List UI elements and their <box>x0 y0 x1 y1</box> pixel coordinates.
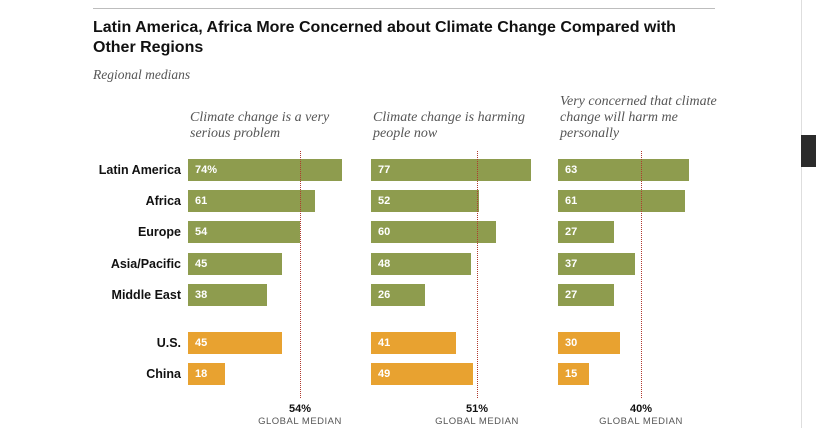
bar-value-label: 54 <box>195 226 208 238</box>
bar <box>371 221 496 243</box>
bar-value-label: 45 <box>195 258 208 270</box>
bar-value-label: 26 <box>378 289 391 301</box>
side-tab[interactable] <box>801 135 816 167</box>
category-label: Middle East <box>111 288 181 302</box>
category-label: Europe <box>137 225 181 239</box>
category-label: Latin America <box>98 163 181 177</box>
bar <box>558 284 614 306</box>
global-median-value: 54% <box>288 403 312 415</box>
global-median-value: 51% <box>465 403 489 415</box>
global-median-value: 40% <box>629 403 653 415</box>
bar <box>188 253 282 275</box>
bar <box>371 284 425 306</box>
bar-value-label: 27 <box>565 226 578 238</box>
bar <box>188 190 315 212</box>
bar <box>558 253 635 275</box>
bar-value-label: 52 <box>378 195 391 207</box>
panel-header: Climate change is harming people now <box>373 110 526 141</box>
bar-value-label: 45 <box>195 337 208 349</box>
global-median-line <box>477 151 478 398</box>
category-label: Asia/Pacific <box>110 257 181 271</box>
bar-value-label: 15 <box>565 368 578 380</box>
bar <box>558 332 620 354</box>
bar <box>188 332 282 354</box>
bar-value-label: 27 <box>565 289 578 301</box>
bar <box>371 253 471 275</box>
global-median-caption: GLOBAL MEDIAN <box>599 416 683 427</box>
bar-value-label: 49 <box>378 368 391 380</box>
global-median-line <box>641 151 642 398</box>
bar <box>371 363 473 385</box>
bar <box>371 159 531 181</box>
bar <box>558 190 685 212</box>
global-median-caption: GLOBAL MEDIAN <box>258 416 342 427</box>
bar-value-label: 77 <box>378 164 391 176</box>
global-median-line <box>300 151 301 398</box>
bar <box>371 332 456 354</box>
bar <box>558 221 614 243</box>
bar-value-label: 63 <box>565 164 578 176</box>
category-label: China <box>146 367 181 381</box>
bar-value-label: 61 <box>565 195 578 207</box>
bar-value-label: 48 <box>378 258 391 270</box>
bar-value-label: 41 <box>378 337 391 349</box>
bar <box>188 159 342 181</box>
bar-value-label: 60 <box>378 226 391 238</box>
category-label: U.S. <box>156 336 181 350</box>
bar <box>558 363 589 385</box>
page-edge-divider <box>801 0 802 428</box>
panel-header: Climate change is a very serious problem <box>190 110 330 141</box>
category-label: Africa <box>145 194 181 208</box>
bar-value-label: 18 <box>195 368 208 380</box>
bar-value-label: 74% <box>195 164 218 176</box>
chart-title: Latin America, Africa More Concerned abo… <box>93 19 676 56</box>
bar-value-label: 61 <box>195 195 208 207</box>
bar <box>371 190 479 212</box>
bar <box>188 284 267 306</box>
bar-value-label: 38 <box>195 289 208 301</box>
top-rule <box>93 8 715 9</box>
bar-value-label: 30 <box>565 337 578 349</box>
bar-value-label: 37 <box>565 258 578 270</box>
panel-header: Very concerned that climate change will … <box>560 94 717 141</box>
chart-subtitle: Regional medians <box>93 67 191 82</box>
bar <box>558 159 689 181</box>
bar <box>188 363 225 385</box>
global-median-caption: GLOBAL MEDIAN <box>435 416 519 427</box>
bar <box>188 221 300 243</box>
